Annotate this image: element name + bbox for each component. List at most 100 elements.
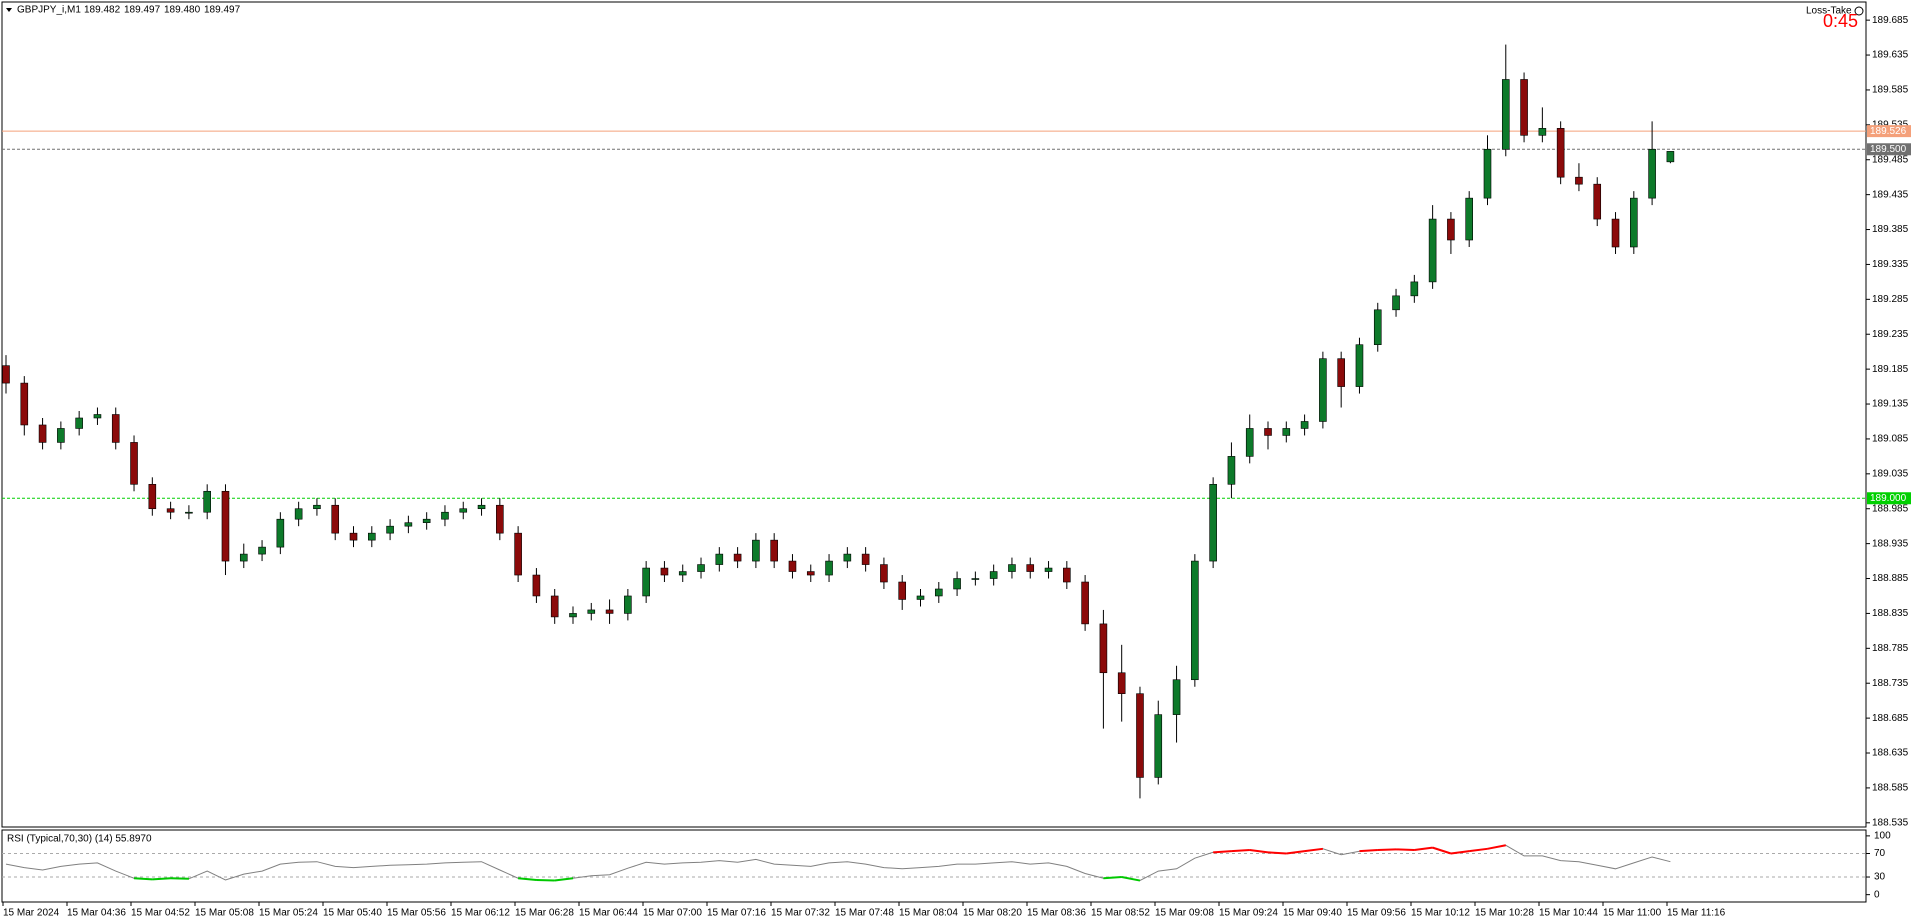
candle-body <box>1630 197 1638 248</box>
candle-body <box>1520 79 1528 136</box>
x-tick-label: 15 Mar 10:44 <box>1539 908 1598 919</box>
candle-body <box>1483 148 1492 199</box>
candle-body <box>971 578 980 580</box>
x-tick-label: 15 Mar 2024 <box>3 908 60 919</box>
candle-body <box>697 564 705 572</box>
x-tick-label: 15 Mar 11:16 <box>1667 908 1726 919</box>
y-tick-label: 189.235 <box>1872 329 1909 340</box>
candle-body <box>1172 679 1181 715</box>
candle-body <box>934 588 943 597</box>
x-tick-label: 15 Mar 11:00 <box>1603 908 1662 919</box>
rsi-zone-segment <box>518 877 537 881</box>
y-tick-label: 188.585 <box>1872 783 1909 794</box>
candle-body <box>1447 218 1455 241</box>
rsi-zone-segment <box>1121 876 1141 882</box>
y-tick-label: 188.985 <box>1872 503 1909 514</box>
rsi-zone-segment <box>1267 851 1287 855</box>
x-tick-label: 15 Mar 05:56 <box>387 908 446 919</box>
candle-body <box>550 595 559 618</box>
rsi-frame <box>1 829 1867 903</box>
candle-body <box>93 414 102 419</box>
candle-body <box>1026 564 1035 572</box>
ohlc-open: 189.482 <box>84 5 121 16</box>
rsi-zone-segment <box>554 877 574 882</box>
candle-body <box>953 578 961 590</box>
x-tick-label: 15 Mar 05:08 <box>195 908 254 919</box>
x-tick-label: 15 Mar 10:12 <box>1411 908 1470 919</box>
candle-body <box>331 504 340 534</box>
x-tick-label: 15 Mar 07:32 <box>771 908 830 919</box>
candle-body <box>752 539 760 562</box>
x-tick-label: 15 Mar 08:52 <box>1091 908 1150 919</box>
candle-body <box>733 553 742 562</box>
y-tick-label: 189.035 <box>1872 468 1909 479</box>
y-tick-label: 189.285 <box>1872 294 1909 305</box>
ohlc-high: 189.497 <box>124 5 161 16</box>
rsi-zone-segment <box>1231 848 1250 853</box>
candle-body <box>148 483 157 510</box>
loss-take-label: Loss-Take <box>1806 6 1852 17</box>
y-tick-label: 189.185 <box>1872 364 1909 375</box>
rsi-zone-segment <box>1249 848 1269 854</box>
y-tick-label: 189.685 <box>1872 15 1909 26</box>
candle-body <box>2 365 10 384</box>
y-tick-label: 189.135 <box>1872 399 1909 410</box>
price-tag <box>1867 143 1911 156</box>
candle-body <box>258 546 266 555</box>
candle-body <box>1538 128 1547 136</box>
price-tag <box>1867 492 1911 505</box>
candle-body <box>1611 218 1620 248</box>
x-tick-label: 15 Mar 07:48 <box>835 908 894 919</box>
x-tick-label: 15 Mar 10:28 <box>1475 908 1534 919</box>
x-tick-label: 15 Mar 05:24 <box>259 908 318 919</box>
candle-body <box>806 571 815 576</box>
candle-body <box>1465 197 1473 241</box>
menu-arrow[interactable] <box>6 8 12 12</box>
candle-body <box>1227 456 1236 485</box>
y-tick-label: 188.685 <box>1872 713 1909 724</box>
candle-body <box>898 581 907 600</box>
loss-take-icon[interactable] <box>1854 6 1864 16</box>
candle-body <box>1337 358 1345 387</box>
x-tick-label: 15 Mar 09:24 <box>1219 908 1278 919</box>
y-tick-label: 188.785 <box>1872 643 1909 654</box>
rsi-zone-segment <box>1450 850 1470 855</box>
x-tick-label: 15 Mar 04:36 <box>67 908 126 919</box>
candle-body <box>239 553 248 562</box>
candle-body <box>715 553 724 565</box>
candle-body <box>1373 309 1382 346</box>
candle-body <box>1209 483 1217 562</box>
candle-body <box>1501 79 1510 150</box>
candle-body <box>404 522 413 527</box>
candle-body <box>514 532 522 576</box>
rsi-zone-segment <box>1359 848 1378 853</box>
y-tick-label: 188.535 <box>1872 817 1909 828</box>
candle-body <box>130 442 138 485</box>
candle-body <box>861 553 870 565</box>
candle-body <box>1556 128 1565 178</box>
candle-body <box>75 417 83 429</box>
candle-body <box>569 613 577 618</box>
x-tick-label: 15 Mar 06:28 <box>515 908 574 919</box>
rsi-zone-segment <box>1286 850 1305 855</box>
candle-body <box>441 511 449 520</box>
candle-body <box>367 532 376 541</box>
price-tag-label: 189.526 <box>1870 126 1907 137</box>
x-tick-label: 15 Mar 08:04 <box>899 908 958 919</box>
y-tick-label: 189.635 <box>1872 50 1909 61</box>
candle-body <box>1136 693 1144 778</box>
candle-body <box>605 609 614 614</box>
y-tick-label: 189.385 <box>1872 224 1909 235</box>
candle-body <box>313 504 321 510</box>
candle-body <box>185 511 193 514</box>
candle-body <box>678 571 687 576</box>
symbol: GBPJPY_i,M1 <box>17 5 81 16</box>
candle-body <box>422 518 431 523</box>
rsi-zone-segment <box>170 877 189 880</box>
candle-body <box>1392 295 1400 311</box>
candle-body <box>660 567 669 576</box>
rsi-zone-segment <box>1103 876 1122 880</box>
rsi-zone-segment <box>1469 847 1488 853</box>
